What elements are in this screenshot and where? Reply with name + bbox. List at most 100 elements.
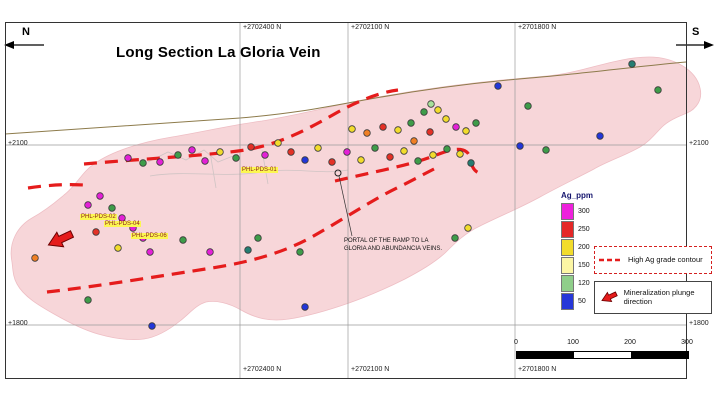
drillhole-point	[628, 60, 636, 68]
drillhole-point	[287, 148, 295, 156]
drillhole-point	[379, 123, 387, 131]
legend-class-row: 120	[561, 274, 590, 292]
legend-swatch	[561, 202, 574, 220]
legend-class-row: 200	[561, 238, 590, 256]
legend-swatch	[561, 292, 574, 310]
legend-plunge-box: Mineralization plunge direction	[594, 281, 712, 314]
drillhole-point	[146, 248, 154, 256]
drillhole-point	[31, 254, 39, 262]
legend-plunge-label: Mineralization plunge direction	[623, 287, 695, 306]
drillhole-point	[596, 132, 604, 140]
grid-label-top-1: +2702400 N	[243, 24, 282, 31]
drillhole-point	[114, 244, 122, 252]
legend-contour-label: High Ag grade contour	[628, 254, 703, 264]
contour-line-icon	[599, 258, 623, 262]
legend-class-row: 150	[561, 256, 590, 274]
drillhole-point	[494, 82, 502, 90]
scalebar-tick: 200	[624, 339, 636, 346]
drillhole-point	[139, 234, 147, 242]
drillhole-point	[524, 102, 532, 110]
drillhole-point	[296, 248, 304, 256]
drillhole-point	[654, 86, 662, 94]
legend-value: 150	[578, 261, 590, 269]
legend-contour-box: High Ag grade contour	[594, 246, 712, 274]
drillhole-point	[427, 100, 435, 108]
grid-lines	[5, 22, 687, 379]
scalebar-ticks: 0 100 200 300	[514, 339, 693, 348]
elev-right-1800: +1800	[689, 320, 709, 327]
drillhole-point	[301, 156, 309, 164]
portal-marker	[334, 169, 342, 177]
south-label: S	[692, 26, 700, 38]
drillhole-point	[84, 296, 92, 304]
scalebar-segment	[517, 352, 574, 358]
drillhole-point	[443, 145, 451, 153]
drillhole-point	[516, 142, 524, 150]
drillhole-point	[464, 224, 472, 232]
drillhole-point	[542, 146, 550, 154]
terrain-line	[4, 61, 687, 135]
legend-value: 250	[578, 225, 590, 233]
legend-title: Ag_ppm	[561, 191, 593, 200]
plunge-arrow	[47, 230, 75, 248]
legend-value: 120	[578, 279, 590, 287]
scalebar-tick: 300	[681, 339, 693, 346]
drillhole-point	[232, 154, 240, 162]
drillhole-point	[414, 157, 422, 165]
drillhole-point	[462, 127, 470, 135]
legend-swatch	[561, 256, 574, 274]
drillhole-point	[118, 214, 126, 222]
scalebar-tick: 0	[514, 339, 518, 346]
legend-swatch	[561, 238, 574, 256]
legend-class-row: 250	[561, 220, 590, 238]
elev-left-1800: +1800	[8, 320, 28, 327]
grid-label-top-2: +2702100 N	[351, 24, 390, 31]
plunge-arrow-icon	[601, 290, 618, 302]
drillhole-point	[84, 201, 92, 209]
drillhole-point	[247, 143, 255, 151]
grid-label-bottom-3: +2701800 N	[518, 366, 557, 373]
drillhole-point	[472, 119, 480, 127]
drillhole-point	[254, 234, 262, 242]
drillhole-point	[206, 248, 214, 256]
vein-section-outline	[10, 56, 702, 341]
legend-value: 200	[578, 243, 590, 251]
drillhole-point	[129, 224, 137, 232]
drillhole-point	[407, 119, 415, 127]
drillhole-point	[343, 148, 351, 156]
drillhole-point	[410, 137, 418, 145]
portal-leader-line	[338, 175, 353, 237]
drillhole-point	[386, 153, 394, 161]
drillhole-point	[179, 236, 187, 244]
drillhole-point	[274, 139, 282, 147]
drillhole-point	[96, 192, 104, 200]
legend-value: 50	[578, 297, 586, 305]
legend-class-row: 300	[561, 202, 590, 220]
high-grade-contours	[27, 88, 480, 294]
legend-value: 300	[578, 207, 590, 215]
north-arrow-icon	[4, 41, 44, 49]
drillhole-point	[426, 128, 434, 136]
scalebar-segment	[574, 352, 631, 358]
drillhole-point	[244, 246, 252, 254]
legend-swatch	[561, 220, 574, 238]
elev-left-2100: +2100	[8, 140, 28, 147]
drillhole-point	[139, 159, 147, 167]
drillhole-point	[400, 147, 408, 155]
drillhole-point	[328, 158, 336, 166]
drillhole-point	[429, 151, 437, 159]
drillhole-point	[348, 125, 356, 133]
drillhole-point	[456, 150, 464, 158]
scalebar-tick: 100	[567, 339, 579, 346]
drillhole-point	[420, 108, 428, 116]
scalebar	[516, 351, 689, 359]
grid-label-bottom-1: +2702400 N	[243, 366, 282, 373]
legend-colorbar: 300 250 200 150 120 50	[561, 202, 590, 310]
drillhole-point	[174, 151, 182, 159]
north-label: N	[22, 26, 30, 38]
drillhole-point	[363, 129, 371, 137]
elev-right-2100: +2100	[689, 140, 709, 147]
drillhole-point	[467, 159, 475, 167]
